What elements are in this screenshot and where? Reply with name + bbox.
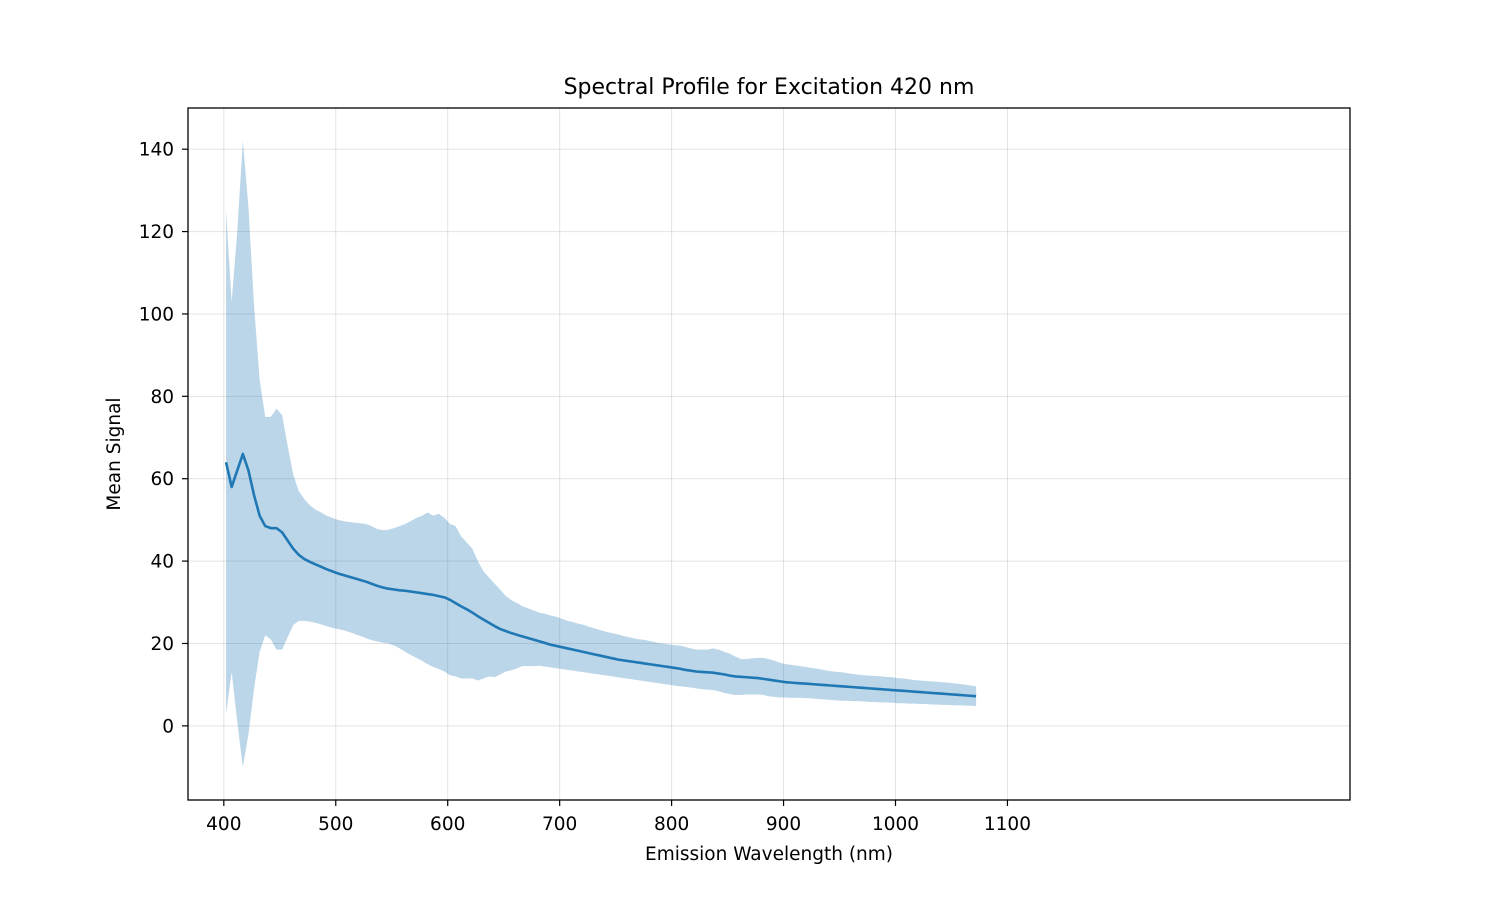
- grid: [188, 108, 1350, 800]
- x-tick-label: 1100: [984, 814, 1031, 835]
- chart-title: Spectral Profile for Excitation 420 nm: [564, 75, 975, 100]
- y-tick-label: 100: [139, 304, 174, 325]
- y-tick-label: 80: [150, 387, 174, 408]
- y-tick-label: 0: [162, 716, 174, 737]
- y-tick-label: 40: [150, 552, 174, 573]
- std-band: [226, 140, 977, 768]
- plot-frame: [187, 107, 1351, 801]
- x-tick-label: 600: [430, 814, 465, 835]
- x-tick-label: 900: [766, 814, 801, 835]
- y-tick-label: 140: [139, 140, 174, 161]
- x-tick-label: 800: [654, 814, 689, 835]
- y-tick-label: 120: [139, 222, 174, 243]
- mean-signal-line: [224, 452, 977, 698]
- x-tick-label: 700: [542, 814, 577, 835]
- y-axis-label: Mean Signal: [104, 397, 125, 510]
- x-axis-label: Emission Wavelength (nm): [645, 844, 893, 865]
- x-tick-label: 1000: [872, 814, 919, 835]
- x-axis-ticks: 400 500 600 700 800 900 1000 1100: [206, 800, 1031, 835]
- y-tick-label: 60: [150, 469, 174, 490]
- x-tick-label: 400: [206, 814, 241, 835]
- y-tick-label: 20: [150, 634, 174, 655]
- y-axis-ticks: 0 20 40 60 80 100 120 140: [139, 140, 188, 737]
- x-tick-label: 500: [318, 814, 353, 835]
